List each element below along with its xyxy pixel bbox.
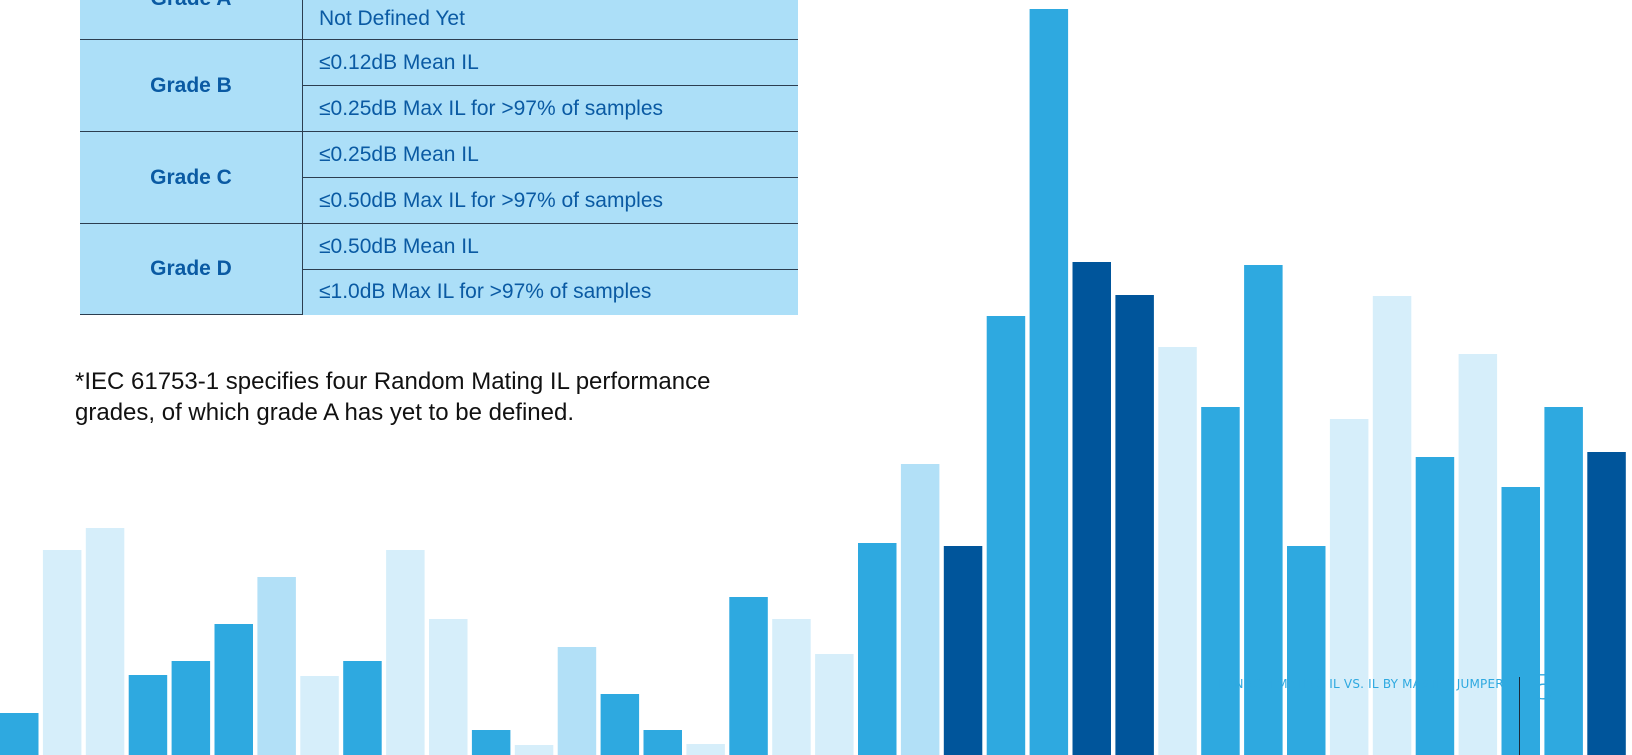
bar-37 [1544,407,1583,755]
footnote-line-2: grades, of which grade A has yet to be d… [75,399,575,426]
bar-3 [85,528,125,755]
table-row: Grade C ≤0.25dB Mean IL [80,131,798,224]
grade-label: Grade D [80,223,303,315]
bar-4 [128,675,168,755]
grade-criterion: ≤0.25dB Mean IL [302,131,798,178]
footnote: *IEC 61753-1 specifies four Random Matin… [75,366,775,428]
grade-criterion: ≤0.12dB Mean IL [302,39,798,86]
bar-38 [1587,452,1626,755]
bar-5 [171,661,211,755]
bar-15 [600,694,640,755]
bar-14 [557,647,597,755]
bar-13 [514,745,554,755]
bar-21 [858,543,897,755]
bar-2 [42,550,82,755]
bar-32 [1329,419,1369,755]
bar-27 [1115,295,1154,755]
grade-criterion: ≤1.0dB Max IL for >97% of samples [319,280,652,303]
bar-1 [0,713,39,755]
bar-7 [257,577,296,755]
grade-criterion: ≤0.25dB Max IL for >97% of samples [302,85,798,132]
bar-19 [772,619,811,755]
bar-29 [1201,407,1240,755]
bar-25 [1029,9,1069,755]
grade-label: Grade C [80,131,303,224]
grade-label: Grade A [80,0,303,40]
bar-33 [1372,296,1412,755]
page-number: 5 [1534,668,1556,708]
footer-divider [1519,677,1520,755]
footnote-line-1: *IEC 61753-1 specifies four Random Matin… [75,368,711,395]
bar-9 [343,661,382,755]
bar-26 [1072,262,1111,755]
table-row: ≤1.0dB Max IL for >97% of samples [80,270,798,315]
bar-23 [943,546,983,755]
grade-criterion: Not Defined Yet [302,0,798,40]
table-row: ≤0.50dB Max IL for >97% of samples [80,177,798,224]
bar-24 [986,316,1026,755]
bar-36 [1501,487,1540,755]
bar-6 [214,624,253,755]
bar-31 [1287,546,1326,755]
table-row: Grade B ≤0.12dB Mean IL [80,39,798,132]
bar-35 [1458,354,1498,755]
bar-34 [1415,457,1455,755]
table-row: ≤0.25dB Max IL for >97% of samples [80,85,798,132]
grade-criterion: ≤0.50dB Max IL for >97% of samples [302,177,798,224]
bar-20 [815,654,854,755]
bar-10 [386,550,425,755]
bar-30 [1244,265,1283,755]
grade-label: Grade B [80,39,303,132]
footer-title: RANDOM MATING IL VS. IL BY MASTER JUMPER [1218,677,1504,691]
bar-18 [729,597,768,755]
table-row: Grade D ≤0.50dB Mean IL [80,223,798,315]
bar-12 [471,730,511,755]
bar-22 [900,464,940,755]
table-row: Grade ANot Defined Yet [80,0,798,40]
bar-17 [686,744,725,755]
bar-11 [429,619,468,755]
bar-8 [300,676,339,755]
grade-criterion: ≤0.50dB Mean IL [302,223,798,270]
bar-16 [643,730,682,755]
bar-28 [1158,347,1197,755]
